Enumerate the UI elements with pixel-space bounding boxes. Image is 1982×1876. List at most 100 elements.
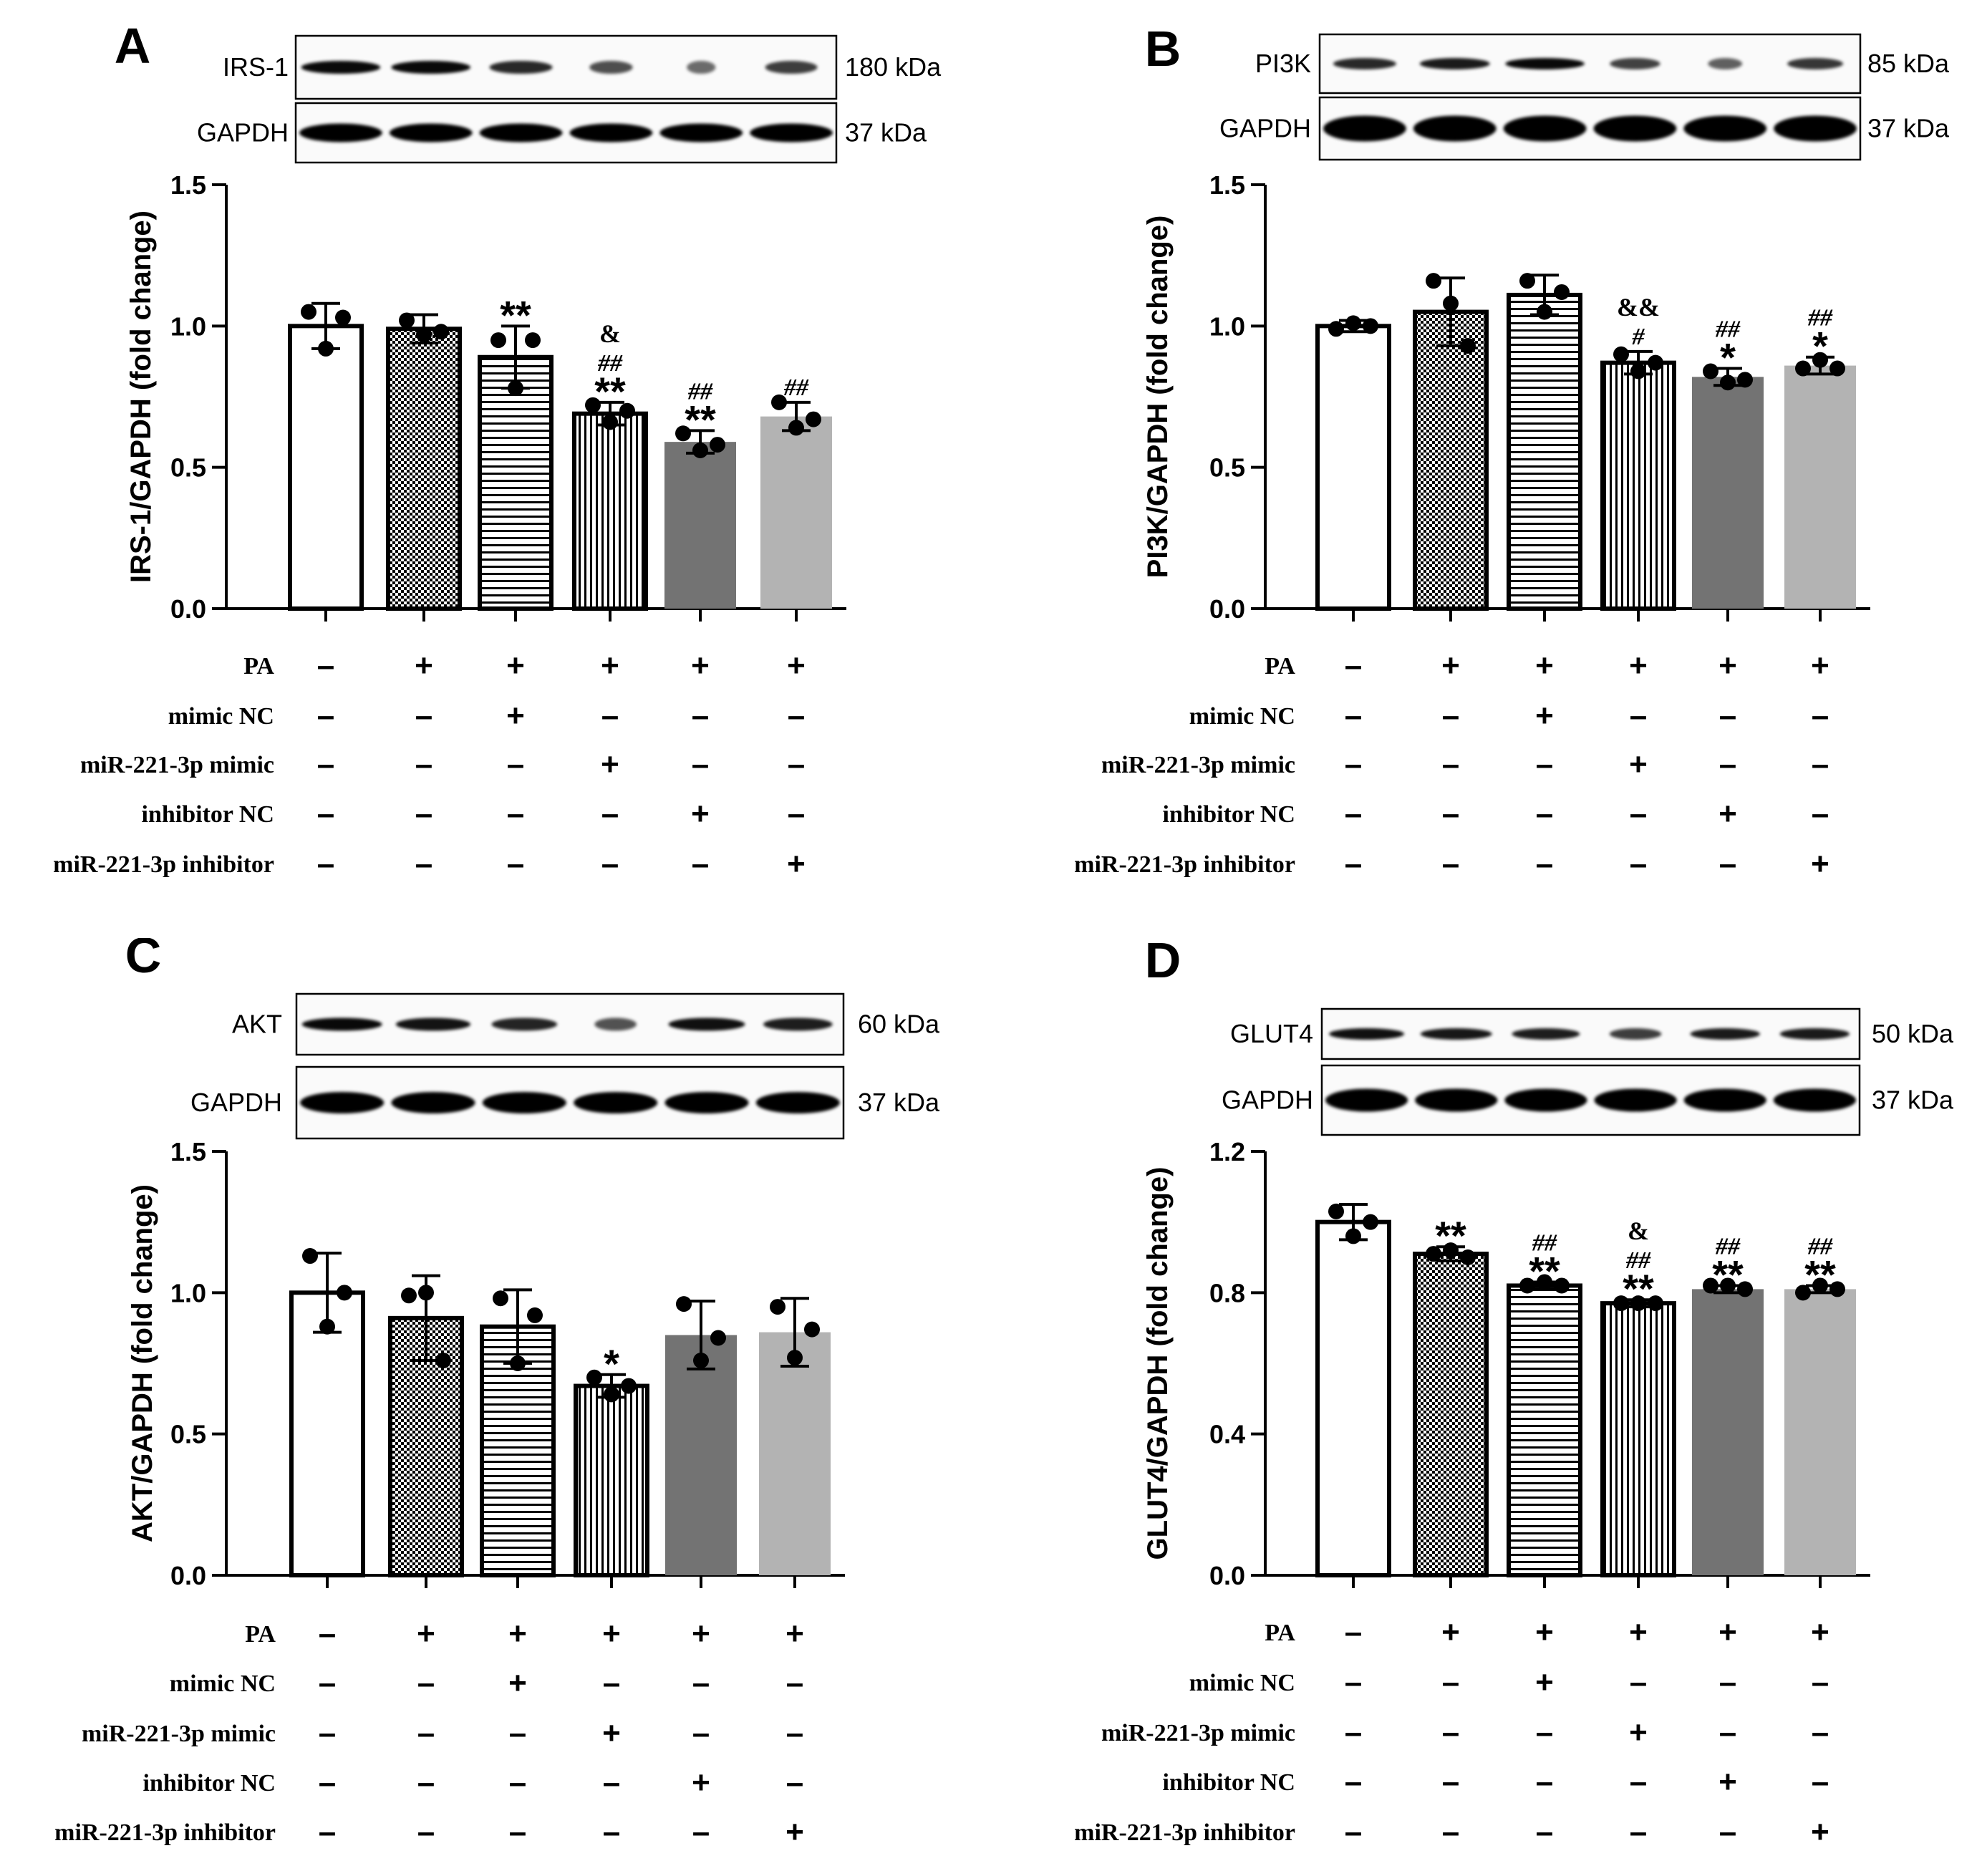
condition-mark: + [508,1616,527,1651]
significance-mark: ## [597,350,623,377]
data-point [399,312,415,329]
data-point [1812,352,1828,368]
control-blot-frame [1318,96,1862,161]
data-point [692,442,708,458]
data-point [1703,1277,1718,1294]
significance-mark: ## [687,378,713,405]
y-tick-label: 1.5 [170,170,206,200]
condition-mark: – [317,846,334,881]
bar [1600,360,1676,611]
data-point [525,332,541,349]
control-blot-label: GAPDH [1222,1086,1313,1115]
condition-mark: – [509,1765,526,1800]
condition-mark: + [1811,1615,1829,1650]
condition-mark: – [1536,796,1553,831]
condition-mark: + [1811,1814,1829,1850]
control-band [1504,1088,1587,1112]
data-point [710,437,725,453]
y-axis-label: PI3K/GAPDH (fold change) [1142,216,1174,579]
condition-mark: – [692,846,709,881]
protein-blot-label: GLUT4 [1230,1019,1313,1048]
significance-mark: ** [1435,1213,1466,1258]
protein-kda-label: 180 kDa [845,52,942,82]
condition-mark: – [509,1716,526,1751]
data-point [586,1369,602,1386]
condition-mark: + [602,1716,621,1751]
condition-mark: – [601,796,619,831]
condition-label: miR-221-3p inhibitor [1074,1819,1295,1846]
control-kda-label: 37 kDa [858,1088,940,1117]
y-tick-label: 0.0 [170,594,206,624]
condition-label: mimic NC [168,703,274,730]
condition-mark: + [1441,1615,1460,1650]
significance-mark: ## [1625,1247,1651,1274]
condition-mark: + [691,796,710,831]
condition-mark: – [692,1665,710,1701]
data-point [1519,273,1535,289]
data-point [1537,304,1552,320]
data-point [621,1378,637,1394]
condition-mark: – [1719,1715,1736,1750]
condition-mark: – [1812,1715,1829,1750]
significance-mark: ** [594,369,626,414]
control-band [479,123,563,142]
condition-mark: – [415,747,432,782]
data-point [337,1285,352,1301]
data-point [1630,1295,1646,1312]
control-blot-frame [295,1065,845,1140]
condition-mark: – [1719,1665,1736,1700]
bar [288,324,364,611]
y-tick-label: 0.8 [1209,1278,1245,1307]
y-tick-label: 1.0 [170,311,206,341]
significance-mark: ## [783,374,809,401]
condition-mark: – [1345,1814,1362,1850]
condition-mark: – [1442,1764,1459,1799]
condition-mark: + [1535,1615,1554,1650]
condition-label: PA [243,653,274,680]
protein-kda-label: 60 kDa [858,1010,940,1039]
condition-mark: – [319,1765,336,1800]
data-point [1829,360,1845,377]
data-point [804,1321,820,1338]
control-blot-label: GAPDH [1219,114,1311,143]
control-band [482,1092,566,1113]
bar [1507,1283,1582,1577]
panel-letter: C [125,938,162,983]
protein-blot-frame [295,992,845,1056]
condition-mark: – [788,698,805,733]
panel-letter: D [1145,938,1181,988]
condition-mark: – [786,1665,803,1701]
significance-mark: * [1812,324,1828,369]
data-point [788,420,804,436]
condition-mark: – [1536,846,1553,881]
condition-mark: – [509,1814,526,1850]
condition-mark: + [1535,698,1554,733]
condition-label: mimic NC [1189,703,1295,730]
panel-d: D GLUT4 50 kDa GAPDH 37 kDa 0.0 0.4 0.8 1.2 GLUT4… [991,938,1982,1876]
data-point [433,324,449,340]
protein-blot-frame [294,34,838,100]
protein-kda-label: 85 kDa [1867,49,1950,78]
data-point [771,394,787,410]
condition-label: inhibitor NC [1163,801,1295,828]
condition-mark: – [319,1814,336,1850]
condition-mark: – [415,796,432,831]
condition-mark: – [1630,846,1647,881]
control-band [1593,115,1677,142]
data-point [1812,1277,1828,1294]
data-point [490,332,506,349]
data-point [1328,1203,1344,1219]
bar [1315,324,1391,611]
data-point [1443,295,1459,311]
condition-mark: – [603,1814,620,1850]
condition-mark: + [415,648,433,683]
condition-mark: – [1345,1615,1362,1650]
significance-mark: ## [1532,1230,1557,1257]
data-point [1703,363,1718,379]
data-point [1829,1281,1845,1297]
condition-mark: – [417,1814,435,1850]
significance-mark: & [599,319,621,348]
data-point [302,1248,318,1265]
data-point [1795,360,1811,377]
significance-mark: * [1720,335,1736,380]
